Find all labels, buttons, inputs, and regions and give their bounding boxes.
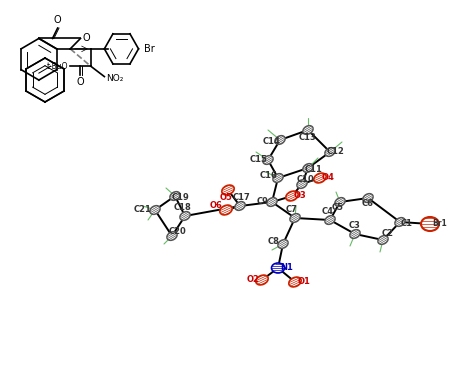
Ellipse shape	[303, 126, 313, 134]
Ellipse shape	[325, 148, 335, 156]
Text: C16: C16	[260, 171, 278, 180]
Ellipse shape	[290, 214, 300, 222]
Text: C18: C18	[174, 204, 192, 213]
Ellipse shape	[152, 207, 158, 213]
Ellipse shape	[325, 216, 335, 224]
Text: C13: C13	[299, 132, 317, 141]
Ellipse shape	[278, 240, 288, 248]
Ellipse shape	[170, 192, 180, 200]
Text: C4: C4	[322, 207, 334, 216]
Ellipse shape	[272, 263, 284, 273]
Ellipse shape	[280, 241, 286, 247]
Ellipse shape	[264, 157, 272, 163]
Text: C2: C2	[382, 230, 394, 238]
Ellipse shape	[337, 199, 344, 205]
Text: t-BuO: t-BuO	[47, 62, 69, 70]
Ellipse shape	[378, 236, 388, 244]
Ellipse shape	[167, 232, 177, 240]
Text: C7: C7	[286, 206, 298, 214]
Ellipse shape	[180, 211, 190, 220]
Ellipse shape	[363, 194, 373, 202]
Ellipse shape	[297, 180, 307, 188]
Text: O2: O2	[246, 276, 259, 285]
Text: C10: C10	[297, 174, 315, 183]
Ellipse shape	[168, 233, 175, 239]
Text: C21: C21	[134, 206, 152, 214]
Ellipse shape	[304, 165, 311, 171]
Text: C20: C20	[169, 228, 187, 237]
Text: Br: Br	[144, 44, 155, 54]
Text: C8: C8	[268, 237, 280, 246]
Text: C12: C12	[327, 147, 345, 156]
Ellipse shape	[289, 277, 301, 287]
Text: Br1: Br1	[433, 219, 447, 228]
Text: C11: C11	[305, 165, 323, 174]
Text: C3: C3	[349, 222, 361, 231]
Ellipse shape	[273, 174, 283, 182]
Ellipse shape	[220, 205, 232, 215]
Text: O6: O6	[210, 201, 222, 210]
Text: C1: C1	[401, 219, 413, 228]
Ellipse shape	[292, 215, 299, 221]
Text: O5: O5	[219, 194, 232, 202]
Ellipse shape	[256, 275, 268, 285]
Ellipse shape	[267, 198, 277, 206]
Text: O: O	[82, 33, 90, 44]
Text: C14: C14	[263, 138, 281, 147]
Text: C15: C15	[250, 156, 268, 165]
Text: C19: C19	[172, 194, 190, 202]
Ellipse shape	[274, 175, 282, 181]
Ellipse shape	[276, 137, 283, 143]
Ellipse shape	[395, 217, 405, 226]
Text: O1: O1	[298, 278, 310, 286]
Text: O: O	[54, 15, 62, 26]
Text: C6: C6	[362, 200, 374, 208]
Text: O3: O3	[293, 192, 306, 201]
Ellipse shape	[222, 185, 234, 195]
Ellipse shape	[335, 198, 345, 206]
Text: NO₂: NO₂	[106, 74, 123, 83]
Ellipse shape	[380, 237, 386, 243]
Ellipse shape	[152, 207, 158, 213]
Text: N1: N1	[281, 264, 293, 273]
Ellipse shape	[327, 149, 334, 155]
Text: C9: C9	[257, 198, 269, 207]
Ellipse shape	[235, 202, 245, 210]
Ellipse shape	[350, 230, 360, 238]
Ellipse shape	[303, 164, 313, 172]
Ellipse shape	[263, 156, 273, 164]
Text: C17: C17	[233, 192, 251, 201]
Ellipse shape	[421, 217, 439, 231]
Text: O: O	[77, 78, 84, 87]
Ellipse shape	[352, 231, 358, 237]
Ellipse shape	[304, 127, 311, 133]
Text: C5: C5	[332, 204, 344, 213]
Ellipse shape	[286, 191, 298, 201]
Text: O4: O4	[321, 174, 335, 183]
Ellipse shape	[275, 136, 285, 144]
Ellipse shape	[150, 206, 160, 214]
Ellipse shape	[172, 193, 179, 199]
Ellipse shape	[314, 173, 326, 183]
